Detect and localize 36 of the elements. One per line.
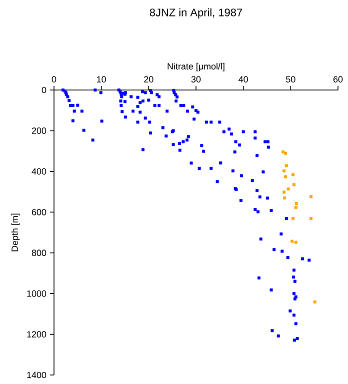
point — [294, 240, 298, 244]
x-tick-label: 0 — [52, 76, 56, 82]
point — [282, 190, 286, 194]
y-tick-label: 600 — [32, 208, 46, 216]
point — [294, 202, 298, 206]
y-axis-title: Depth [m] — [11, 214, 20, 252]
point — [310, 195, 313, 198]
x-tick-label: 10 — [97, 76, 106, 82]
point — [313, 300, 316, 304]
point — [292, 173, 295, 176]
point — [310, 216, 313, 220]
point — [284, 164, 288, 168]
point — [292, 216, 295, 220]
y-tick-label: 200 — [32, 128, 46, 134]
y-tick-label: 1000 — [27, 290, 46, 297]
y-tick-label: 1200 — [27, 331, 46, 338]
y-tick-label: 0 — [42, 86, 46, 94]
point — [286, 187, 290, 190]
point — [282, 150, 285, 154]
x-tick-label: 40 — [238, 76, 248, 82]
x-tick-label: 20 — [144, 76, 154, 82]
point — [290, 240, 294, 243]
y-tick-label: 1400 — [27, 372, 46, 378]
point — [282, 169, 286, 172]
point — [283, 196, 286, 200]
chart-title: 8JNZ in April, 1987 — [150, 8, 242, 18]
point — [284, 152, 287, 155]
x-tick-label: 60 — [333, 76, 343, 82]
point — [284, 175, 287, 178]
point — [292, 183, 296, 186]
x-axis-title: Nitrate [μmol/l] — [168, 62, 224, 72]
x-tick-label: 50 — [286, 76, 296, 82]
y-tick-label: 400 — [32, 168, 46, 175]
x-tick-label: 30 — [191, 76, 201, 82]
point — [294, 206, 298, 209]
y-tick-label: 800 — [32, 250, 46, 256]
